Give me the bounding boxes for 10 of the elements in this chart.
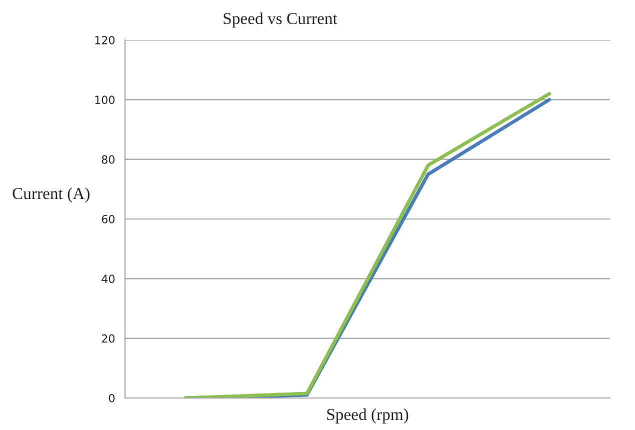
y-tick-label: 80	[102, 155, 115, 164]
chart-title: Speed vs Current	[224, 12, 338, 28]
y-tick-label: 40	[102, 274, 115, 284]
x-axis-title: Speed (rpm)	[327, 408, 408, 424]
y-tick-label: 0	[108, 394, 115, 402]
y-tick-label: 120	[95, 36, 115, 44]
y-tick-label: 60	[102, 214, 115, 224]
y-axis-title: Current (A)	[12, 187, 90, 203]
y-tick-label: 20	[102, 334, 115, 343]
y-tick-label: 100	[95, 96, 115, 104]
